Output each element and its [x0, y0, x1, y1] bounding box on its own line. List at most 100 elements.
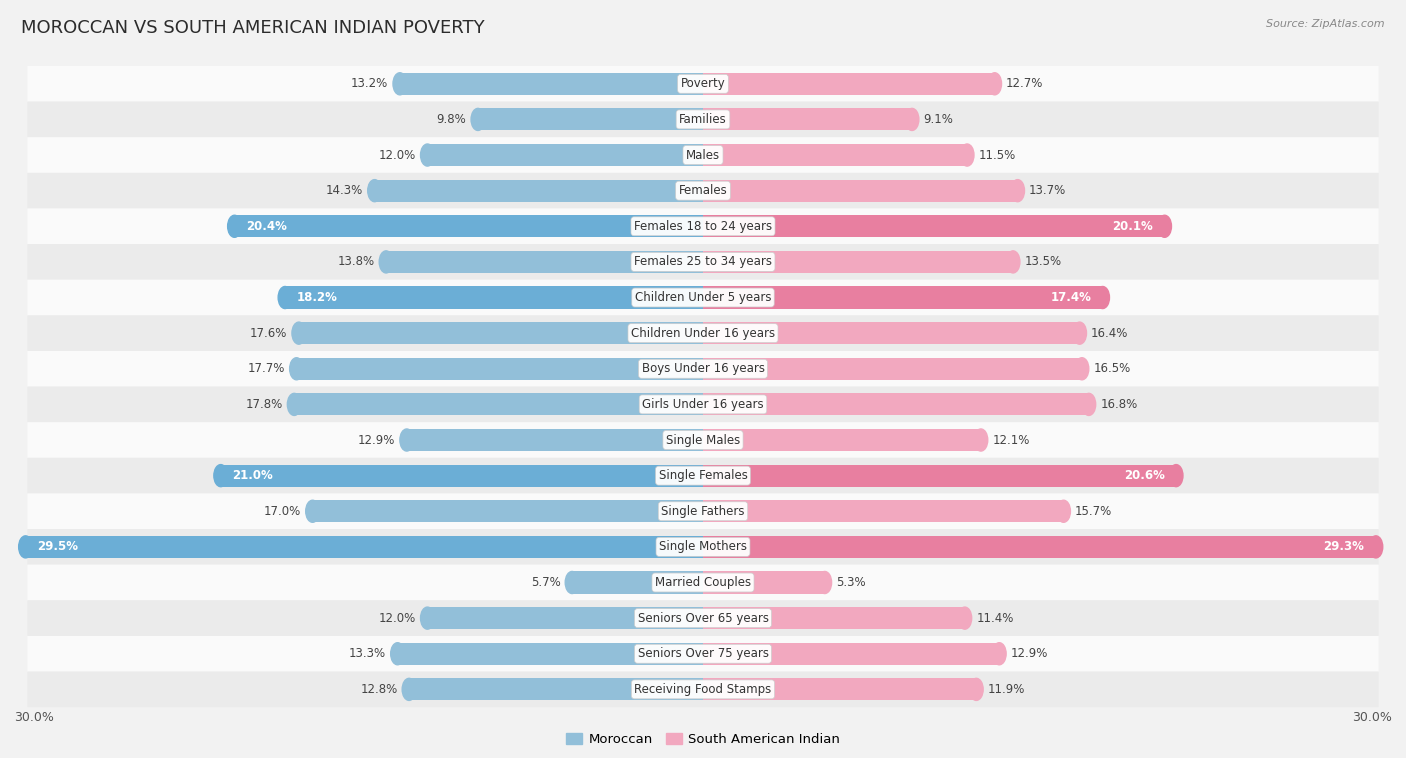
Ellipse shape — [1369, 536, 1382, 558]
Text: 30.0%: 30.0% — [1353, 712, 1392, 725]
FancyBboxPatch shape — [27, 208, 1379, 244]
Text: Males: Males — [686, 149, 720, 161]
Text: 12.9%: 12.9% — [1011, 647, 1047, 660]
Ellipse shape — [1057, 500, 1070, 522]
Text: Females 25 to 34 years: Females 25 to 34 years — [634, 255, 772, 268]
Bar — [703, 465, 1175, 487]
Ellipse shape — [18, 536, 32, 558]
Text: Seniors Over 65 years: Seniors Over 65 years — [637, 612, 769, 625]
Text: 5.3%: 5.3% — [837, 576, 866, 589]
Bar — [312, 500, 703, 522]
Text: Source: ZipAtlas.com: Source: ZipAtlas.com — [1267, 19, 1385, 29]
Text: Children Under 16 years: Children Under 16 years — [631, 327, 775, 340]
Bar — [374, 180, 703, 202]
Bar — [703, 215, 1164, 237]
Bar — [703, 429, 981, 451]
Text: Poverty: Poverty — [681, 77, 725, 90]
Text: 17.0%: 17.0% — [264, 505, 301, 518]
Text: MOROCCAN VS SOUTH AMERICAN INDIAN POVERTY: MOROCCAN VS SOUTH AMERICAN INDIAN POVERT… — [21, 19, 485, 37]
Bar — [703, 643, 1000, 665]
Text: 12.7%: 12.7% — [1007, 77, 1043, 90]
Ellipse shape — [969, 678, 983, 700]
Text: 13.2%: 13.2% — [352, 77, 388, 90]
Ellipse shape — [988, 73, 1001, 95]
Text: 16.5%: 16.5% — [1094, 362, 1130, 375]
Text: 13.7%: 13.7% — [1029, 184, 1066, 197]
FancyBboxPatch shape — [27, 315, 1379, 351]
Ellipse shape — [287, 393, 301, 415]
FancyBboxPatch shape — [27, 565, 1379, 600]
Bar — [406, 429, 703, 451]
FancyBboxPatch shape — [27, 66, 1379, 102]
Ellipse shape — [402, 678, 416, 700]
Text: 21.0%: 21.0% — [232, 469, 273, 482]
Text: 9.1%: 9.1% — [924, 113, 953, 126]
Ellipse shape — [993, 643, 1007, 665]
Text: Single Females: Single Females — [658, 469, 748, 482]
Ellipse shape — [1011, 180, 1025, 202]
FancyBboxPatch shape — [27, 600, 1379, 636]
Text: 29.3%: 29.3% — [1323, 540, 1364, 553]
Ellipse shape — [1157, 215, 1171, 237]
FancyBboxPatch shape — [27, 493, 1379, 529]
FancyBboxPatch shape — [27, 244, 1379, 280]
Bar — [299, 322, 703, 344]
Bar — [478, 108, 703, 130]
Bar — [703, 144, 967, 166]
FancyBboxPatch shape — [27, 672, 1379, 707]
Ellipse shape — [399, 429, 413, 451]
Bar — [285, 287, 703, 309]
Bar — [387, 251, 703, 273]
Bar — [703, 607, 965, 629]
Ellipse shape — [1095, 287, 1109, 309]
Ellipse shape — [960, 144, 974, 166]
Ellipse shape — [1007, 251, 1019, 273]
Bar — [703, 287, 1102, 309]
Text: Families: Families — [679, 113, 727, 126]
Text: 17.6%: 17.6% — [250, 327, 287, 340]
Bar — [703, 393, 1088, 415]
Ellipse shape — [471, 108, 485, 130]
Ellipse shape — [380, 251, 392, 273]
Bar — [703, 73, 994, 95]
Bar — [703, 572, 825, 594]
Ellipse shape — [391, 643, 405, 665]
Text: Boys Under 16 years: Boys Under 16 years — [641, 362, 765, 375]
FancyBboxPatch shape — [27, 102, 1379, 137]
Text: 9.8%: 9.8% — [437, 113, 467, 126]
Ellipse shape — [420, 607, 434, 629]
Text: 11.5%: 11.5% — [979, 149, 1015, 161]
Text: Children Under 5 years: Children Under 5 years — [634, 291, 772, 304]
Ellipse shape — [420, 144, 434, 166]
Text: 13.3%: 13.3% — [349, 647, 387, 660]
Text: 17.7%: 17.7% — [247, 362, 285, 375]
Text: Single Males: Single Males — [666, 434, 740, 446]
Ellipse shape — [974, 429, 988, 451]
FancyBboxPatch shape — [27, 173, 1379, 208]
Text: 12.8%: 12.8% — [360, 683, 398, 696]
Ellipse shape — [214, 465, 228, 487]
Text: 30.0%: 30.0% — [14, 712, 53, 725]
Ellipse shape — [292, 322, 305, 344]
Text: 11.4%: 11.4% — [976, 612, 1014, 625]
Text: 11.9%: 11.9% — [988, 683, 1025, 696]
FancyBboxPatch shape — [27, 422, 1379, 458]
Text: Females 18 to 24 years: Females 18 to 24 years — [634, 220, 772, 233]
Text: 16.4%: 16.4% — [1091, 327, 1129, 340]
Bar — [427, 144, 703, 166]
Bar — [409, 678, 703, 700]
FancyBboxPatch shape — [27, 458, 1379, 493]
Text: 18.2%: 18.2% — [297, 291, 337, 304]
Ellipse shape — [305, 500, 319, 522]
Bar — [398, 643, 703, 665]
FancyBboxPatch shape — [27, 636, 1379, 672]
Bar — [703, 322, 1080, 344]
FancyBboxPatch shape — [27, 137, 1379, 173]
Ellipse shape — [818, 572, 831, 594]
Ellipse shape — [290, 358, 304, 380]
Text: Single Mothers: Single Mothers — [659, 540, 747, 553]
Bar — [703, 678, 976, 700]
Legend: Moroccan, South American Indian: Moroccan, South American Indian — [561, 728, 845, 751]
Text: Married Couples: Married Couples — [655, 576, 751, 589]
Text: 16.8%: 16.8% — [1101, 398, 1137, 411]
